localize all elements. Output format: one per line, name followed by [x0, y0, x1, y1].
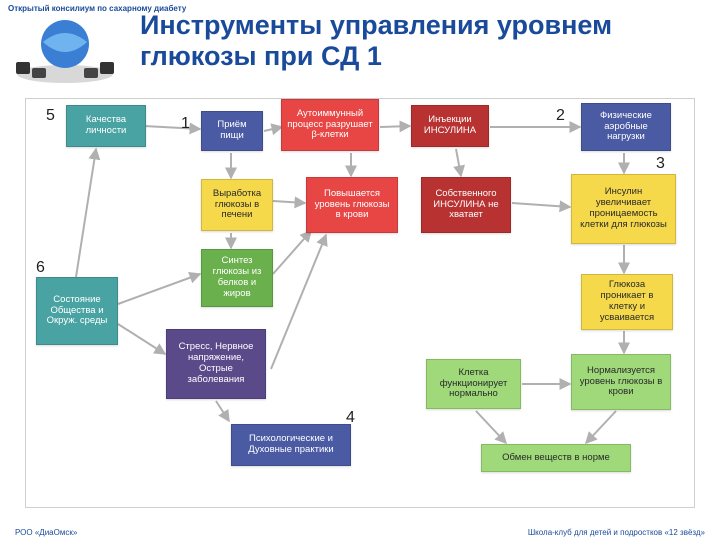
node-liver: Выработка глюкозы в печени	[201, 179, 273, 231]
node-practices: Психологические и Духовные практики	[231, 424, 351, 466]
node-synthesis: Синтез глюкозы из белков и жиров	[201, 249, 273, 307]
number-label: 1	[181, 115, 190, 133]
footer-left: РОО «ДиаОмск»	[15, 528, 77, 537]
node-autoimmune: Аутоиммунный процесс разрушает β-клетки	[281, 99, 379, 151]
node-personality: Качества личности	[66, 105, 146, 147]
node-metabolism: Обмен веществ в норме	[481, 444, 631, 472]
node-stress: Стресс, Нервное напряжение, Острые забол…	[166, 329, 266, 399]
node-food: Приём пищи	[201, 111, 263, 151]
number-label: 4	[346, 409, 355, 427]
number-label: 5	[46, 107, 55, 125]
node-absorption: Глюкоза проникает в клетку и усваивается	[581, 274, 673, 330]
diagram-canvas: Качества личности Приём пищи Аутоиммунный …	[25, 98, 695, 508]
node-no-insulin: Собственного ИНСУЛИНА не хватает	[421, 177, 511, 233]
node-glucose-norm: Нормализуется уровень глюкозы в крови	[571, 354, 671, 410]
number-label: 2	[556, 107, 565, 125]
number-label: 3	[656, 155, 665, 173]
node-insulin-inj: Инъекции ИНСУЛИНА	[411, 105, 489, 147]
footer-right: Школа-клуб для детей и подростков «12 зв…	[528, 528, 705, 537]
node-glucose-up: Повышается уровень глюкозы в крови	[306, 177, 398, 233]
node-society: Состояние Общества и Окруж. среды	[36, 277, 118, 345]
node-exercise: Физические аэробные нагрузки	[581, 103, 671, 151]
number-label: 6	[36, 259, 45, 277]
globe-logo	[10, 12, 120, 87]
node-permeability: Инсулин увеличивает проницаемость клетки…	[571, 174, 676, 244]
node-cell-ok: Клетка функционирует нормально	[426, 359, 521, 409]
page-title: Инструменты управления уровнем глюкозы п…	[140, 10, 700, 72]
